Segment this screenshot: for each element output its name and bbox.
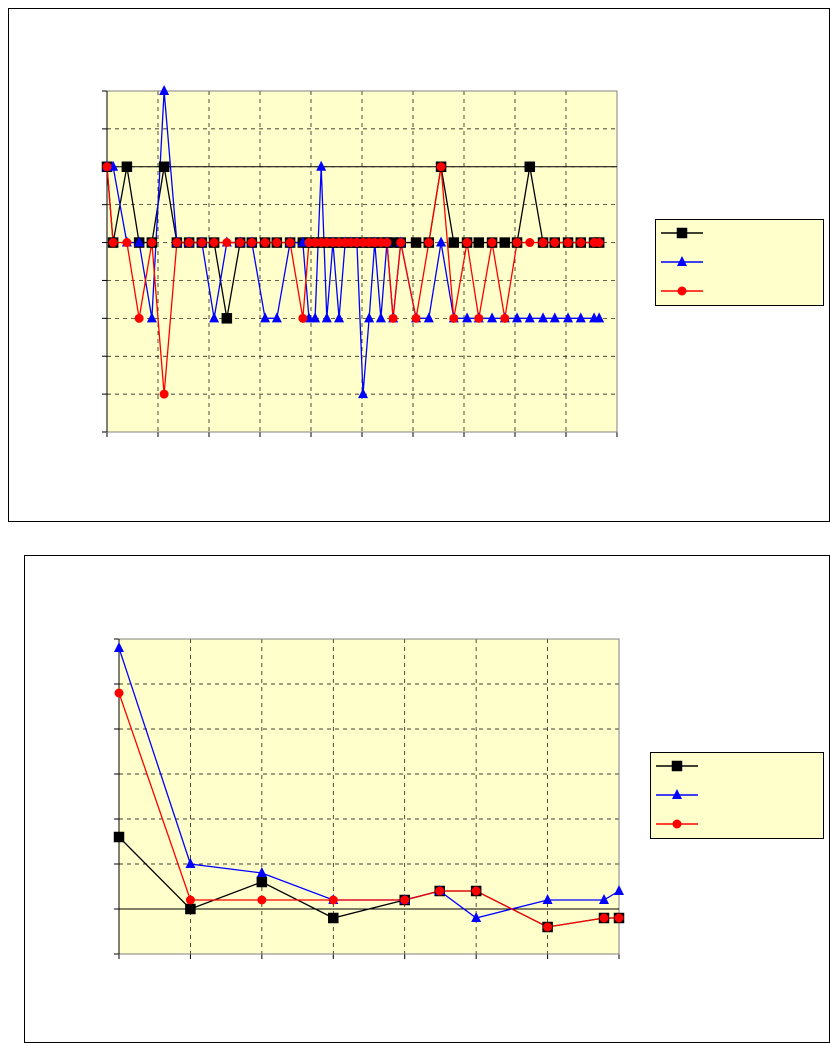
marker <box>487 312 498 323</box>
marker <box>256 867 267 877</box>
marker <box>549 312 560 323</box>
marker <box>563 238 573 248</box>
marker <box>512 312 523 323</box>
marker <box>538 312 549 323</box>
legend-marker <box>677 286 687 296</box>
marker <box>209 312 220 323</box>
marker <box>471 912 482 922</box>
marker <box>113 831 125 843</box>
marker <box>462 312 473 323</box>
marker <box>436 236 447 247</box>
marker <box>576 238 586 248</box>
marker <box>499 237 511 248</box>
marker <box>599 894 609 904</box>
marker <box>471 886 481 896</box>
marker <box>542 894 553 904</box>
marker <box>235 238 245 248</box>
marker <box>321 312 332 323</box>
marker <box>524 161 536 173</box>
marker <box>423 312 434 323</box>
marker <box>185 903 196 915</box>
marker <box>487 238 497 248</box>
marker <box>272 238 282 248</box>
marker <box>411 313 421 323</box>
legend-marker <box>671 760 683 772</box>
marker <box>550 238 560 248</box>
legend-marker <box>672 819 682 829</box>
marker <box>256 876 268 888</box>
marker <box>114 688 124 698</box>
marker <box>448 237 460 248</box>
marker <box>108 238 118 248</box>
marker <box>358 388 369 399</box>
marker <box>310 312 321 323</box>
plot-area <box>119 639 619 954</box>
marker <box>197 238 207 248</box>
marker <box>147 238 157 248</box>
marker <box>328 912 339 924</box>
marker <box>334 312 345 323</box>
marker <box>158 161 170 173</box>
marker <box>594 312 605 323</box>
marker <box>614 885 624 895</box>
marker <box>102 162 112 172</box>
marker <box>525 238 535 248</box>
marker <box>575 312 586 323</box>
marker <box>159 85 170 95</box>
marker <box>146 312 157 323</box>
marker <box>543 922 553 932</box>
marker <box>209 238 219 248</box>
marker <box>424 238 434 248</box>
marker <box>172 238 182 248</box>
marker <box>285 238 295 248</box>
marker <box>449 313 459 323</box>
marker <box>512 238 522 248</box>
marker <box>328 895 338 905</box>
marker <box>222 238 232 248</box>
marker <box>114 642 124 652</box>
marker <box>159 389 169 399</box>
marker <box>462 238 472 248</box>
marker <box>599 913 609 923</box>
legend-marker <box>672 789 682 799</box>
marker <box>184 238 194 248</box>
marker <box>260 238 270 248</box>
marker <box>594 238 604 248</box>
marker <box>614 913 624 923</box>
marker <box>316 160 327 171</box>
marker <box>396 238 406 248</box>
marker <box>134 313 144 323</box>
marker <box>388 313 398 323</box>
marker <box>298 313 308 323</box>
marker <box>474 313 484 323</box>
marker <box>257 895 267 905</box>
marker <box>563 312 574 323</box>
series-line <box>118 692 619 928</box>
marker <box>524 312 535 323</box>
marker <box>400 895 410 905</box>
marker <box>364 312 375 323</box>
marker <box>538 238 548 248</box>
marker <box>435 886 445 896</box>
legend-marker <box>677 256 687 266</box>
marker <box>382 238 392 248</box>
marker <box>500 313 510 323</box>
marker <box>271 312 282 323</box>
marker <box>121 161 133 173</box>
legend-marker <box>676 227 688 239</box>
marker <box>375 312 386 323</box>
marker <box>436 162 446 172</box>
marker <box>247 238 257 248</box>
marker <box>221 313 233 324</box>
marker <box>185 858 196 868</box>
marker <box>185 895 195 905</box>
marker <box>134 236 145 247</box>
marker <box>473 237 485 248</box>
marker <box>122 238 132 248</box>
marker <box>260 312 271 323</box>
marker <box>410 237 422 248</box>
